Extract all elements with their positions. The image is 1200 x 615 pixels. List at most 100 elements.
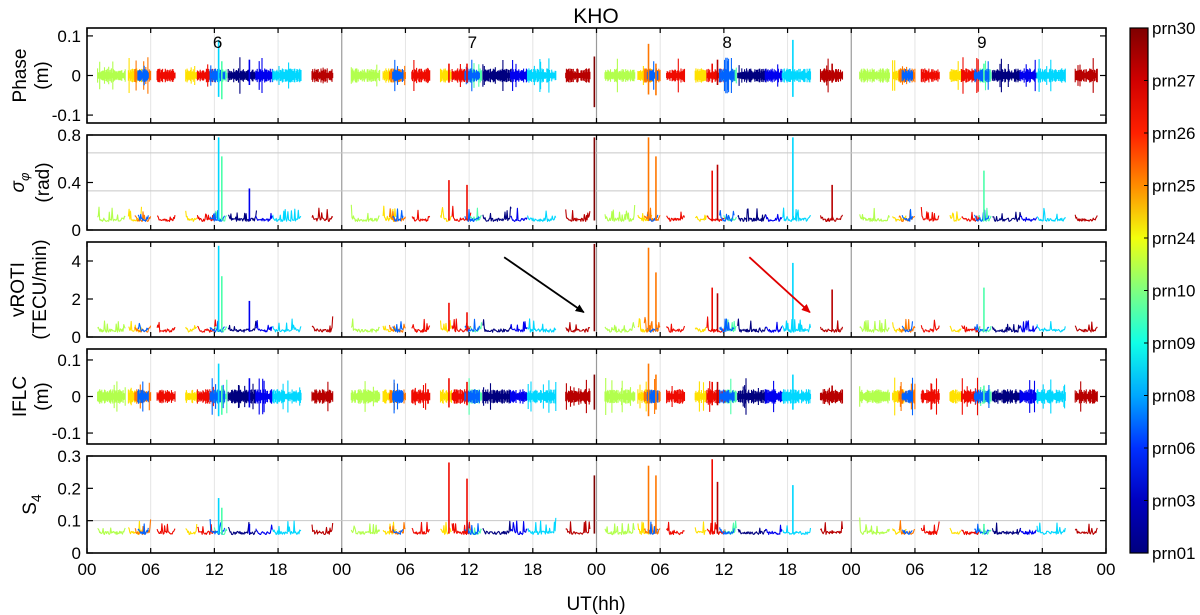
series-group — [97, 363, 1098, 417]
day-label: 6 — [213, 33, 222, 52]
series-arc-prn25 — [388, 521, 406, 535]
series-arc-prn26 — [920, 319, 940, 333]
series-arc-prn24 — [439, 206, 452, 222]
series-arc-prn01 — [227, 521, 257, 536]
series-arc-prn01 — [482, 383, 512, 410]
y-axis-label-line: (TECU/min) — [30, 239, 51, 339]
series-arc-prn27 — [1074, 58, 1098, 93]
series-arc-prn06 — [974, 323, 990, 333]
y-axis-label-line: S — [20, 502, 41, 515]
series-arc-prn26 — [157, 214, 176, 222]
series-arc-prn10 — [350, 64, 381, 87]
y-tick-label: 0 — [72, 67, 81, 86]
series-arc-prn10 — [604, 378, 636, 415]
series-arc-prn24 — [185, 210, 198, 222]
series-arc-prn10 — [350, 204, 380, 222]
series-arc-prn06 — [901, 321, 914, 333]
series-arc-prn06 — [973, 385, 990, 408]
series-arc-prn01 — [482, 60, 512, 91]
colorbar-label: prn09 — [1152, 334, 1195, 353]
series-arc-prn01 — [227, 320, 258, 333]
series-arc-prn03 — [510, 520, 528, 536]
series-arc-prn26 — [961, 211, 981, 222]
series-arc-prn08 — [272, 520, 302, 536]
series-arc-prn03 — [509, 389, 528, 404]
x-tick-label: 18 — [1033, 560, 1052, 579]
series-arc-prn24 — [949, 325, 962, 333]
series-arc-prn01 — [737, 527, 767, 535]
y-axis-label-line: Phase — [10, 49, 31, 103]
y-axis-label-line: (rad) — [33, 162, 54, 202]
series-arc-prn06 — [719, 57, 735, 94]
x-axis: 00 06 12 18 00 06 12 18 00 06 12 18 00 06 12 18 00 — [78, 560, 1116, 579]
x-tick-label: 06 — [396, 560, 415, 579]
series-arc-prn08 — [272, 318, 302, 333]
panel-sigma: 00.40.8σφ(rad) — [8, 126, 1107, 240]
series-arc-prn03 — [764, 524, 783, 536]
series-arc-prn06 — [719, 318, 735, 333]
series-arc-prn26 — [156, 68, 176, 83]
series-arc-prn06 — [719, 209, 735, 222]
chart-title: KHO — [573, 5, 619, 28]
series-arc-prn06 — [137, 523, 149, 536]
y-axis-label-line: vROTI — [8, 262, 29, 317]
x-tick-label: 00 — [1097, 560, 1116, 579]
series-arc-prn27 — [565, 321, 591, 333]
series-arc-prn01 — [991, 389, 1022, 404]
series-arc-prn26 — [156, 321, 176, 333]
day-label: 7 — [468, 33, 477, 52]
series-arc-prn10 — [97, 61, 126, 90]
series-arc-prn01 — [227, 210, 258, 222]
series-arc-prn03 — [1019, 528, 1037, 535]
y-axis-label-line: (m) — [32, 61, 53, 89]
series-arc-prn06 — [901, 68, 914, 83]
series-arc-prn26 — [961, 528, 981, 536]
y-tick-label: 2 — [72, 290, 81, 309]
y-tick-label: 0.2 — [57, 479, 81, 498]
day-label: 9 — [977, 33, 986, 52]
series-arc-prn06 — [719, 527, 735, 535]
series-arc-prn01 — [482, 206, 512, 222]
series-arc-prn27 — [1074, 523, 1098, 535]
series-arc-prn08 — [782, 525, 812, 536]
series-arc-prn24 — [439, 319, 453, 333]
series-arc-prn03 — [765, 321, 783, 333]
series-arc-prn27 — [1074, 381, 1098, 412]
series-arc-prn06 — [973, 209, 990, 222]
annotation-arrow — [748, 256, 811, 313]
y-tick-label: 0 — [72, 328, 81, 347]
series-arc-prn08 — [272, 380, 302, 413]
y-axis-label: σφ(rad) — [8, 162, 54, 202]
series-arc-prn24 — [185, 325, 198, 333]
series-arc-prn10 — [350, 318, 380, 333]
series-arc-prn06 — [901, 377, 914, 416]
series-arc-prn08 — [1036, 320, 1066, 333]
series-arc-prn06 — [137, 65, 149, 86]
series-arc-prn03 — [764, 380, 783, 413]
colorbar-label: prn03 — [1152, 492, 1195, 511]
series-arc-prn03 — [509, 321, 528, 333]
series-arc-prn26 — [411, 60, 431, 91]
series-arc-prn24 — [694, 381, 707, 412]
series-arc-prn25 — [134, 519, 152, 536]
series-arc-prn24 — [439, 389, 453, 404]
y-tick-label: 0.3 — [57, 447, 81, 466]
y-axis-label: IFLC(m) — [10, 376, 53, 417]
x-tick-label: 00 — [842, 560, 861, 579]
series-arc-prn24 — [185, 66, 198, 85]
series-arc-prn26 — [411, 318, 431, 333]
series-arc-prn03 — [255, 378, 273, 415]
series-arc-prn27 — [819, 320, 844, 333]
y-axis-label-line: (m) — [32, 382, 53, 410]
series-arc-prn26 — [197, 524, 217, 536]
series-arc-prn06 — [392, 528, 404, 535]
series-arc-prn10 — [604, 322, 636, 333]
series-arc-prn26 — [156, 389, 176, 404]
series-arc-prn03 — [1019, 59, 1038, 92]
series-arc-prn10 — [604, 522, 636, 536]
y-tick-label: 0.1 — [57, 512, 81, 531]
series-arc-prn08 — [781, 207, 811, 222]
series-arc-prn03 — [765, 213, 783, 222]
series-arc-prn24 — [949, 527, 962, 535]
series-arc-prn24 — [185, 389, 198, 404]
